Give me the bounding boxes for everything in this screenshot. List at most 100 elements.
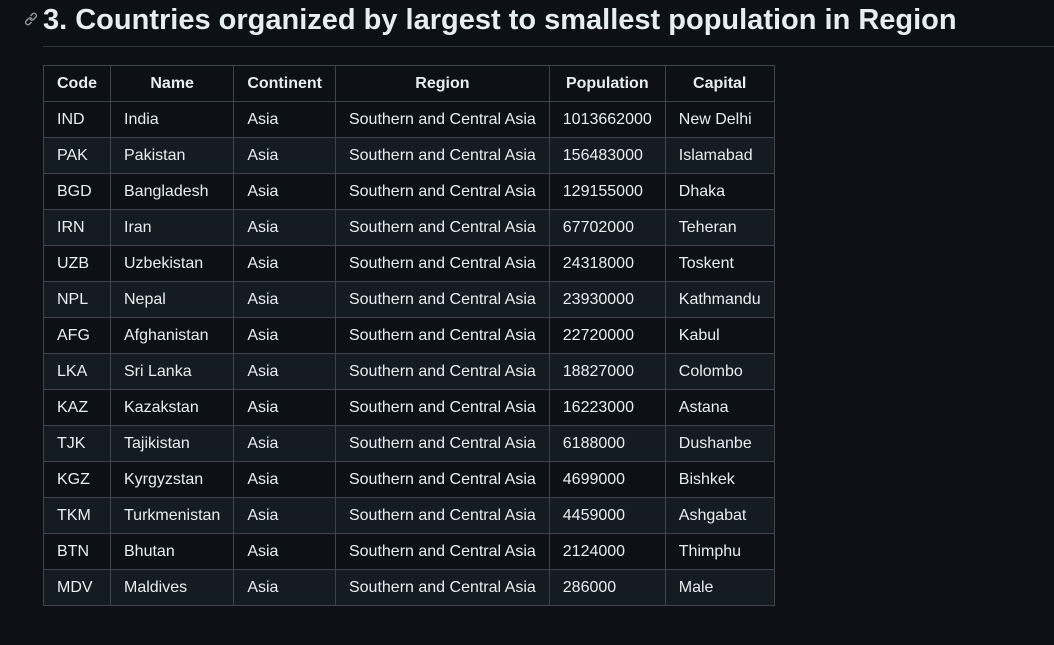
table-cell: Southern and Central Asia [334, 353, 550, 390]
table-cell: Male [664, 569, 775, 606]
table-cell: Asia [233, 317, 336, 354]
table-cell: Southern and Central Asia [334, 497, 550, 534]
table-cell: 67702000 [548, 209, 666, 246]
table-cell: India [109, 101, 235, 138]
table-cell: Iran [109, 209, 235, 246]
table-cell: Tajikistan [109, 425, 235, 462]
column-header: Capital [664, 65, 775, 102]
table-cell: IND [43, 101, 111, 138]
table-row: MDV Maldives Asia Southern and Central Asia… [43, 569, 775, 606]
table-cell: Southern and Central Asia [334, 137, 550, 174]
table-cell: Southern and Central Asia [334, 101, 550, 138]
table-cell: 18827000 [548, 353, 666, 390]
table-cell: Southern and Central Asia [334, 173, 550, 210]
table-cell: 16223000 [548, 389, 666, 426]
column-header: Continent [233, 65, 336, 102]
table-cell: Afghanistan [109, 317, 235, 354]
table-cell: AFG [43, 317, 111, 354]
table: Code Name Continent Region Population Capital… [43, 65, 775, 606]
table-cell: New Delhi [664, 101, 775, 138]
table-cell: Asia [233, 209, 336, 246]
table-row: BTN Bhutan Asia Southern and Central Asia 21… [43, 533, 775, 570]
table-cell: Southern and Central Asia [334, 461, 550, 498]
table-cell: 286000 [548, 569, 666, 606]
table-cell: BGD [43, 173, 111, 210]
table-row: BGD Bangladesh Asia Southern and Central As… [43, 173, 775, 210]
table-cell: Southern and Central Asia [334, 281, 550, 318]
table-cell: Southern and Central Asia [334, 425, 550, 462]
table-cell: Turkmenistan [109, 497, 235, 534]
column-header: Region [334, 65, 550, 102]
table-cell: Asia [233, 425, 336, 462]
table-cell: Asia [233, 173, 336, 210]
table-cell: KAZ [43, 389, 111, 426]
column-header: Population [548, 65, 666, 102]
table-cell: Asia [233, 533, 336, 570]
table-cell: Asia [233, 497, 336, 534]
table-cell: Bangladesh [109, 173, 235, 210]
column-header: Code [43, 65, 111, 102]
table-cell: 156483000 [548, 137, 666, 174]
table-cell: Dushanbe [664, 425, 775, 462]
table-cell: 22720000 [548, 317, 666, 354]
table-cell: Toskent [664, 245, 775, 282]
table-cell: TKM [43, 497, 111, 534]
table-cell: Kyrgyzstan [109, 461, 235, 498]
table-cell: 1013662000 [548, 101, 666, 138]
table-row: AFG Afghanistan Asia Southern and Central A… [43, 317, 775, 354]
table-cell: Asia [233, 389, 336, 426]
table-cell: Southern and Central Asia [334, 569, 550, 606]
table-cell: LKA [43, 353, 111, 390]
table-cell: 2124000 [548, 533, 666, 570]
table-cell: TJK [43, 425, 111, 462]
table-cell: Kathmandu [664, 281, 775, 318]
table-row: TJK Tajikistan Asia Southern and Central As… [43, 425, 775, 462]
table-row: PAK Pakistan Asia Southern and Central Asia… [43, 137, 775, 174]
table-cell: Southern and Central Asia [334, 533, 550, 570]
table-cell: 24318000 [548, 245, 666, 282]
table-cell: Bishkek [664, 461, 775, 498]
table-cell: Ashgabat [664, 497, 775, 534]
table-cell: Asia [233, 137, 336, 174]
table-cell: Asia [233, 569, 336, 606]
table-cell: NPL [43, 281, 111, 318]
table-cell: Teheran [664, 209, 775, 246]
table-cell: 4699000 [548, 461, 666, 498]
table-cell: Southern and Central Asia [334, 389, 550, 426]
heading-title: 3. Countries organized by largest to sma… [43, 4, 957, 36]
anchor-link-icon[interactable] [23, 11, 39, 27]
table-cell: Colombo [664, 353, 775, 390]
table-cell: Islamabad [664, 137, 775, 174]
table-cell: BTN [43, 533, 111, 570]
table-cell: Asia [233, 101, 336, 138]
table-header: Code Name Continent Region Population Capital [43, 65, 775, 102]
header-row: Code Name Continent Region Population Capital [43, 65, 775, 102]
table-cell: Nepal [109, 281, 235, 318]
table-cell: MDV [43, 569, 111, 606]
table-row: IND India Asia Southern and Central Asia 101… [43, 101, 775, 138]
table-cell: Asia [233, 281, 336, 318]
table-row: IRN Iran Asia Southern and Central Asia 6770… [43, 209, 775, 246]
table-cell: Uzbekistan [109, 245, 235, 282]
table-row: NPL Nepal Asia Southern and Central Asia 239… [43, 281, 775, 318]
table-cell: Asia [233, 461, 336, 498]
table-cell: Astana [664, 389, 775, 426]
table-cell: Maldives [109, 569, 235, 606]
table-cell: 4459000 [548, 497, 666, 534]
table-body: IND India Asia Southern and Central Asia 101… [43, 101, 775, 606]
column-header: Name [109, 65, 235, 102]
table-row: KAZ Kazakstan Asia Southern and Central Asi… [43, 389, 775, 426]
table-cell: Kazakstan [109, 389, 235, 426]
table-cell: Bhutan [109, 533, 235, 570]
table-cell: PAK [43, 137, 111, 174]
table-cell: Southern and Central Asia [334, 209, 550, 246]
table-cell: Dhaka [664, 173, 775, 210]
table-cell: Sri Lanka [109, 353, 235, 390]
table-cell: Asia [233, 353, 336, 390]
table-row: LKA Sri Lanka Asia Southern and Central Asi… [43, 353, 775, 390]
table-cell: Asia [233, 245, 336, 282]
table-cell: Southern and Central Asia [334, 317, 550, 354]
table-cell: Thimphu [664, 533, 775, 570]
